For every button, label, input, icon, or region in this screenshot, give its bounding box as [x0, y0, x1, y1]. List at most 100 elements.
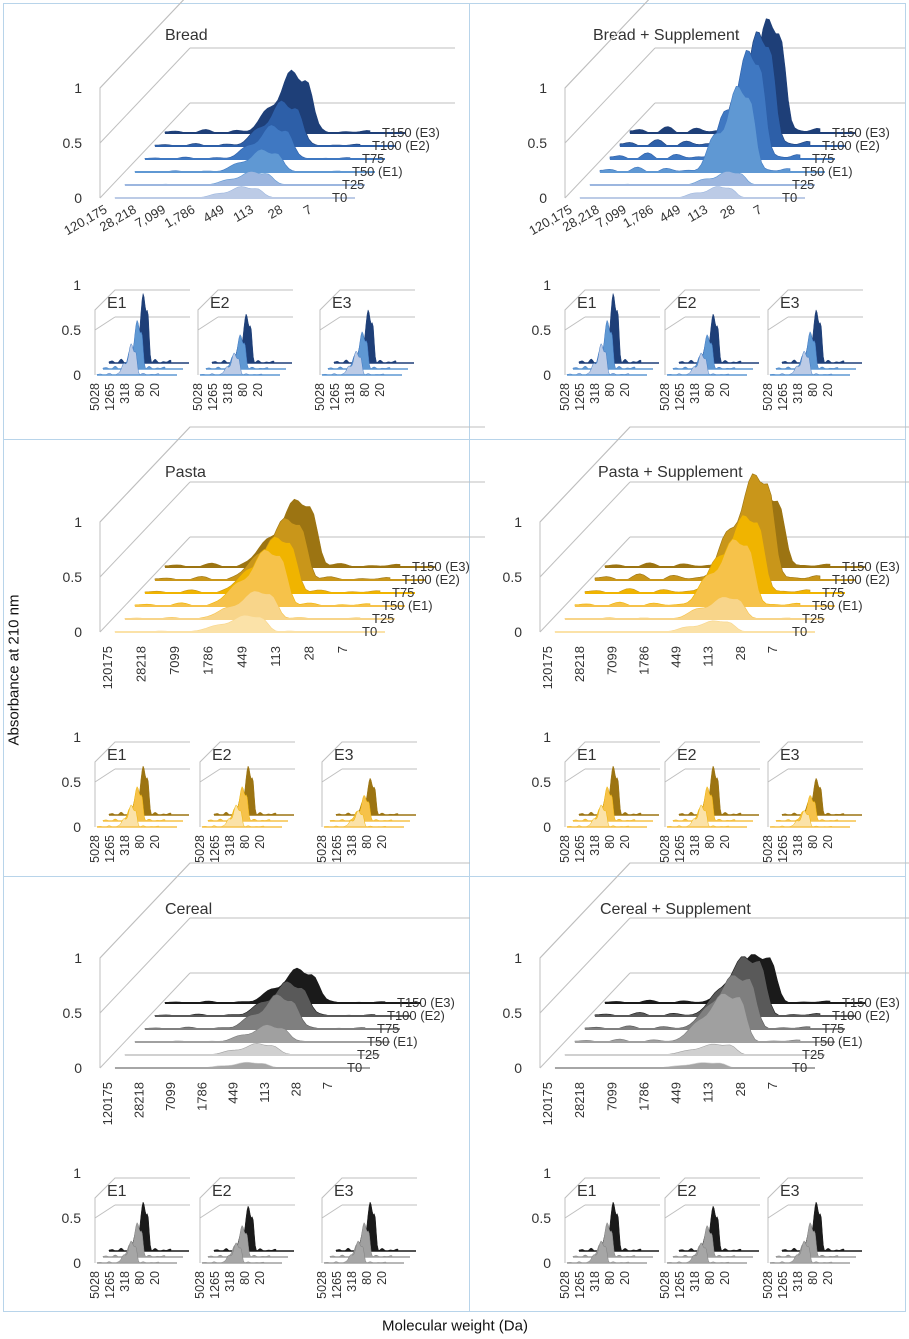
- inset-e1: E1 0 0.5 1 5028 1265 318 80 20: [62, 277, 190, 411]
- series-label: T100 (E2): [387, 1008, 445, 1023]
- inset-wall: [321, 741, 417, 827]
- inset-x-tick: 318: [118, 383, 132, 404]
- inset-x-tick: 318: [223, 1271, 237, 1292]
- series-ridge: [554, 620, 781, 633]
- inset-wall: [564, 289, 660, 375]
- inset-y-tick: 0: [73, 1255, 81, 1271]
- inset-x-tick: 1265: [103, 1271, 117, 1299]
- chart-cereal-supplement: Cereal + Supplement 0 0.5 1 T150 (E3)T100 (E…: [503, 862, 909, 1299]
- inset-e1: E1 0 0.5 1 5028 1265 318 80 20: [62, 1165, 190, 1299]
- x-tick-label: 28: [733, 1082, 748, 1096]
- series-label: T150 (E3): [832, 125, 890, 140]
- inset-label: E3: [334, 1183, 354, 1200]
- inset-x-tick: 1265: [776, 383, 790, 411]
- y-tick-label: 0.5: [528, 135, 548, 151]
- inset-e2: E2 5028 1265 318 80 20: [658, 1177, 760, 1299]
- inset-label: E3: [334, 747, 354, 764]
- inset-x-tick: 20: [718, 1271, 732, 1285]
- inset-ridge: [781, 1201, 845, 1252]
- inset-label: E2: [210, 295, 230, 312]
- inset-x-tick: 20: [253, 835, 267, 849]
- grid-line: [99, 536, 191, 633]
- grid-line: [564, 102, 656, 199]
- inset-y-tick: 0.5: [62, 322, 82, 338]
- series-label: T0: [332, 190, 347, 205]
- inset-x-tick: 20: [821, 835, 835, 849]
- y-tick-label: 0: [74, 190, 82, 206]
- inset-wall: [199, 741, 295, 827]
- inset-wall: [94, 1177, 190, 1263]
- inset-x-tick: 80: [703, 383, 717, 397]
- x-tick-label: 28218: [572, 1082, 587, 1118]
- inset-grid: [767, 1204, 789, 1219]
- inset-grid: [199, 768, 221, 783]
- series-ridge: [594, 956, 821, 1017]
- inset-wall: [197, 289, 293, 375]
- x-tick-label: 7: [301, 202, 315, 219]
- y-tick-label: 0.5: [63, 569, 83, 585]
- x-tick-label: 449: [226, 1082, 241, 1104]
- inset-ridge: [578, 1201, 642, 1252]
- series-label: T100 (E2): [372, 138, 430, 153]
- inset-x-tick: 20: [253, 1271, 267, 1285]
- inset-x-tick: 80: [238, 1271, 252, 1285]
- x-tick-label: 120175: [100, 1082, 115, 1125]
- x-tick-label: 120175: [540, 646, 555, 689]
- inset-x-tick: 1265: [573, 383, 587, 411]
- y-tick-label: 0.5: [63, 1005, 83, 1021]
- inset-x-tick: 1265: [573, 835, 587, 863]
- x-tick-label: 28218: [134, 646, 149, 682]
- inset-x-tick: 1265: [673, 835, 687, 863]
- inset-x-tick: 20: [821, 1271, 835, 1285]
- inset-x-tick: 80: [703, 835, 717, 849]
- grid-line: [564, 47, 656, 144]
- inset-grid: [564, 768, 586, 783]
- series-label: T75: [362, 151, 384, 166]
- series-ridge: [574, 538, 801, 607]
- inset-x-tick: 318: [118, 835, 132, 856]
- inset-e3: E3 5028 1265 318 80 20: [761, 741, 863, 863]
- grid-line: [539, 972, 631, 1069]
- inset-e3: E3 5028 1265 318 80 20: [761, 289, 863, 411]
- chart-title: Cereal: [165, 901, 212, 918]
- inset-y-tick: 0: [543, 367, 551, 383]
- inset-wall: [664, 741, 760, 827]
- chart-pasta-supplement: Pasta + Supplement 0 0.5 1 T150 (E3)T100 (E2…: [503, 426, 909, 863]
- inset-x-tick: 20: [251, 383, 265, 397]
- inset-wall: [664, 1177, 760, 1263]
- inset-x-tick: 318: [345, 1271, 359, 1292]
- inset-x-tick: 5028: [313, 383, 327, 411]
- inset-x-tick: 318: [688, 383, 702, 404]
- inset-x-tick: 20: [375, 835, 389, 849]
- x-tick-label: 28: [265, 202, 285, 222]
- inset-grid: [664, 316, 686, 331]
- grid-line: [99, 972, 191, 1069]
- series-label: T100 (E2): [832, 1008, 890, 1023]
- inset-label: E2: [677, 1183, 697, 1200]
- inset-label: E2: [212, 747, 232, 764]
- inset-x-tick: 5028: [193, 835, 207, 863]
- inset-ridge: [108, 293, 172, 364]
- inset-x-tick: 5028: [88, 1271, 102, 1299]
- inset-y-tick: 0: [73, 367, 81, 383]
- inset-grid: [321, 1204, 343, 1219]
- inset-x-tick: 20: [148, 383, 162, 397]
- inset-x-tick: 20: [618, 1271, 632, 1285]
- inset-y-tick: 1: [543, 729, 551, 745]
- inset-x-tick: 20: [718, 835, 732, 849]
- series-ridge: [124, 170, 331, 186]
- inset-label: E3: [780, 747, 800, 764]
- inset-y-tick: 0.5: [532, 322, 552, 338]
- series-label: T25: [342, 177, 364, 192]
- inset-e3: E3 5028 1265 318 80 20: [315, 741, 417, 863]
- inset-x-tick: 5028: [191, 383, 205, 411]
- inset-grid: [767, 316, 789, 331]
- inset-x-tick: 80: [238, 835, 252, 849]
- series-label: T0: [362, 624, 377, 639]
- series-label: T75: [377, 1021, 399, 1036]
- inset-label: E1: [107, 295, 127, 312]
- inset-label: E3: [780, 1183, 800, 1200]
- inset-x-tick: 5028: [658, 835, 672, 863]
